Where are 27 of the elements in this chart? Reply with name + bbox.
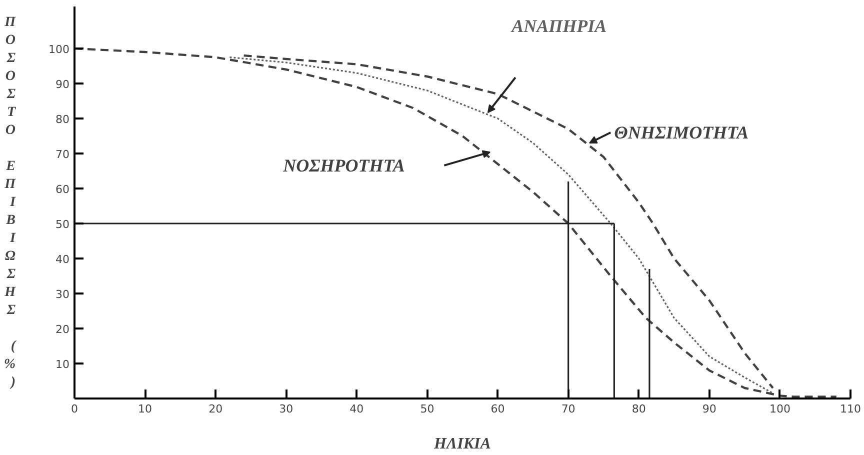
y-tick-label: 30 <box>56 288 70 301</box>
y-tick-label: 60 <box>56 183 70 196</box>
y-tick-label: 40 <box>56 253 70 266</box>
y-tick-label: 10 <box>56 358 70 371</box>
y-tick-label: 70 <box>56 148 70 161</box>
x-tick-label: 30 <box>279 402 294 416</box>
x-tick-label: 80 <box>632 402 646 416</box>
y-tick-label: 100 <box>48 43 70 56</box>
x-tick-label: 0 <box>71 402 78 416</box>
x-tick-label: 100 <box>769 402 790 416</box>
x-tick-label: 70 <box>561 402 576 416</box>
text: ΝΟΣΗΡΟΤΗΤΑ <box>282 155 405 176</box>
series-label: ΘΝΗΣΙΜΟΤΗΤΑ <box>614 122 749 142</box>
y-tick-label: 20 <box>56 323 70 336</box>
x-tick-label: 90 <box>702 402 716 416</box>
y-tick-label: 90 <box>56 78 70 91</box>
y-tick-label: 80 <box>56 113 70 126</box>
x-tick-label: 40 <box>350 402 364 416</box>
x-tick-label: 60 <box>490 402 505 416</box>
text: ΑΝΑΠΗΡΙΑ <box>510 16 607 36</box>
x-tick-label: 20 <box>208 402 223 416</box>
text: ΠΟΣΟΣΤΟ ΕΠΙΒΙΩΣΗΣ (%) <box>4 15 16 390</box>
x-tick-label: 10 <box>138 402 152 416</box>
x-axis-title: ΗΛΙΚΙΑ <box>433 436 492 452</box>
y-tick-label: 50 <box>56 218 70 231</box>
x-tick-label: 50 <box>420 402 434 416</box>
x-tick-label: 110 <box>840 402 861 416</box>
